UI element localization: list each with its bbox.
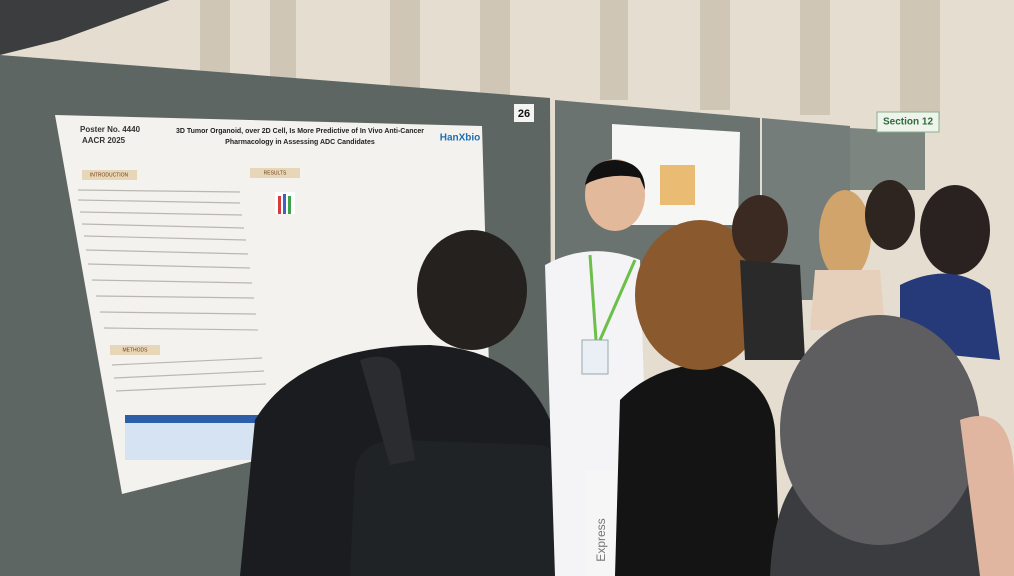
backpack xyxy=(350,440,565,576)
badge xyxy=(581,339,609,375)
section-header-text: METHODS xyxy=(123,347,149,353)
presenter-hair xyxy=(585,160,645,190)
poster-title: 3D Tumor Organoid, over 2D Cell, Is More… xyxy=(176,128,424,135)
hand xyxy=(960,416,1014,576)
section-header-text: INTRODUCTION xyxy=(90,172,129,178)
person-head xyxy=(819,190,871,280)
ceiling xyxy=(0,0,170,55)
lanyard xyxy=(588,254,598,341)
person-body xyxy=(740,260,805,360)
section-header-text: RESULTS xyxy=(264,170,287,176)
person-body xyxy=(810,270,885,330)
poster-chart-bar xyxy=(288,196,291,214)
board-number: 26 xyxy=(518,108,530,120)
person-head xyxy=(865,180,915,250)
section-sign-text: Section 12 xyxy=(883,117,933,128)
woman-curly-hair xyxy=(635,220,765,370)
board-number-card xyxy=(514,104,534,122)
woman-front-hair xyxy=(780,315,980,545)
poster-text-lines xyxy=(77,189,267,392)
box xyxy=(585,470,620,576)
section-sign xyxy=(876,111,940,133)
board-far xyxy=(850,128,925,190)
poster-meeting: AACR 2025 xyxy=(82,136,126,145)
poster-logo: HanXbio xyxy=(440,133,481,144)
poster-middle-figure xyxy=(660,165,695,205)
woman-body xyxy=(615,364,780,576)
poster-chart-bar xyxy=(283,194,286,214)
section-header xyxy=(82,170,137,180)
poster-title: Pharmacology in Assessing ADC Candidates xyxy=(225,139,375,146)
person-back-head xyxy=(417,230,527,350)
section-header xyxy=(250,168,300,178)
curtain-folds xyxy=(200,0,940,120)
poster-number: Poster No. 4440 xyxy=(80,125,141,134)
lanyard xyxy=(598,259,637,341)
person-head xyxy=(732,195,788,265)
poster-table-header xyxy=(125,415,260,423)
section-header xyxy=(110,345,160,355)
backpack-strap xyxy=(360,356,415,465)
box-label: Express xyxy=(594,518,608,561)
person-head xyxy=(920,185,990,275)
poster-chart-bar xyxy=(278,196,281,214)
